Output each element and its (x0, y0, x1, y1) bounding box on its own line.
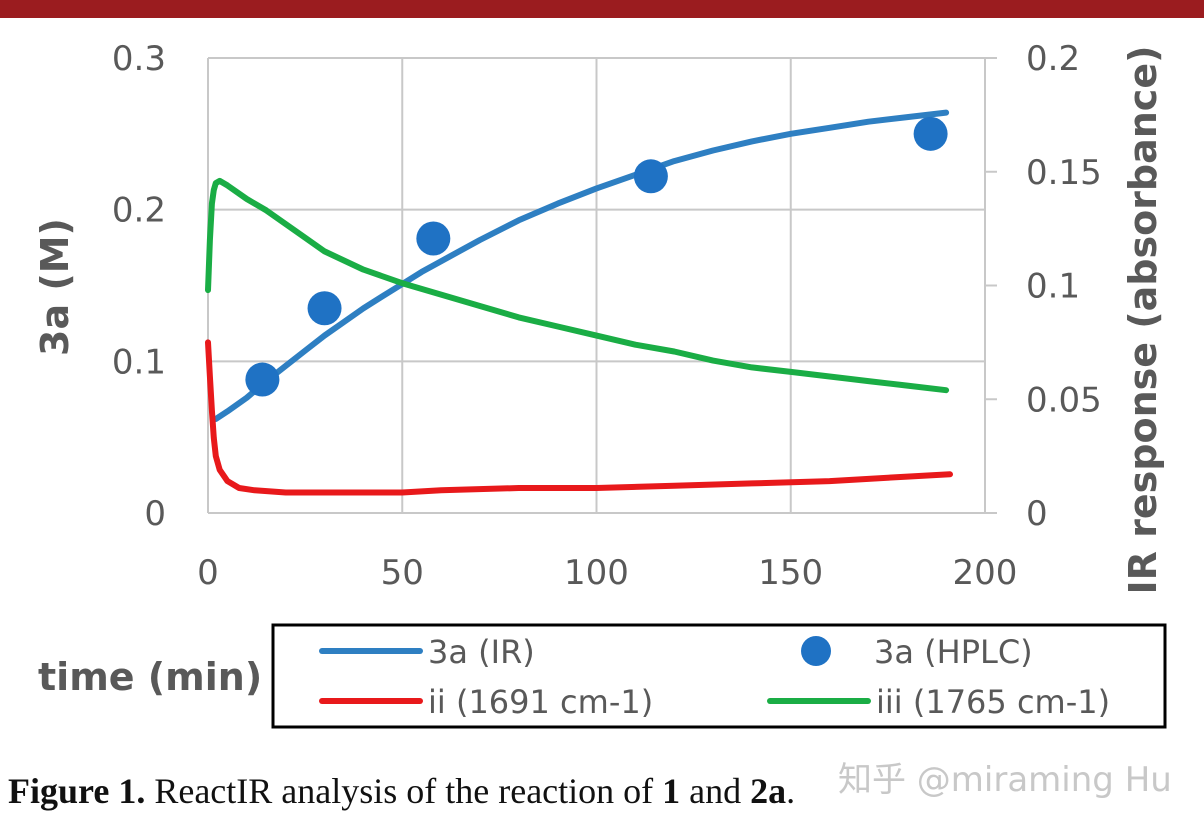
series-line-ii-1691-cm-1 (205, 339, 953, 496)
x-tick-label-0: 0 (197, 553, 219, 593)
watermark: 知乎 @miraming Hu (838, 760, 1172, 800)
x-axis-title: time (min) (38, 655, 262, 699)
series-point-3a-hplc-1 (307, 291, 342, 326)
y2-tick-label-0: 0 (1026, 494, 1048, 534)
y-tick-label-0.2: 0.2 (112, 191, 166, 231)
caption-text-3: . (786, 771, 796, 811)
x-tick-label-150: 150 (758, 553, 823, 593)
series-point-3a-hplc-2 (416, 221, 451, 256)
header-bar (0, 0, 1204, 18)
caption-compound-1: 1 (662, 771, 681, 811)
y2-axis-title: IR response (absorbance) (1121, 46, 1165, 595)
series-point-3a-hplc-3 (633, 159, 668, 194)
series-point-3a-hplc-0 (245, 362, 280, 397)
x-tick-label-200: 200 (953, 553, 1018, 593)
caption-text-1: ReactIR analysis of the reaction of (145, 771, 663, 811)
x-tick-label-50: 50 (381, 553, 424, 593)
reactir-chart: 0 0.1 0.2 0.3 0 0.05 0.1 0.15 0.2 0 50 100 150 200 3a … (33, 39, 1167, 729)
figure-caption: Figure 1. ReactIR analysis of the reacti… (8, 770, 795, 812)
legend-label-3a-ir: 3a (IR) (428, 633, 535, 671)
y2-tick-label-0.2: 0.2 (1026, 39, 1080, 79)
y2-tick-label-0.05: 0.05 (1026, 380, 1102, 420)
caption-label: Figure 1. (8, 771, 146, 811)
caption-compound-2: 2a (750, 771, 787, 811)
y-tick-label-0: 0 (144, 494, 166, 534)
series-point-3a-hplc-4 (913, 116, 948, 151)
y-axis-title: 3a (M) (33, 218, 77, 356)
caption-text-2: and (680, 771, 751, 811)
legend-label-ii-1691-cm-1: ii (1691 cm-1) (428, 683, 653, 721)
series-line-3a-ir (212, 109, 950, 422)
series-line-iii-1765-cm-1 (205, 177, 950, 394)
y-tick-label-0.3: 0.3 (112, 39, 166, 79)
legend-box (271, 623, 1167, 729)
y2-tick-label-0.15: 0.15 (1026, 153, 1102, 193)
y-tick-label-0.1: 0.1 (112, 342, 166, 382)
legend-label-iii-1765-cm-1: iii (1765 cm-1) (876, 683, 1110, 721)
y2-tick-label-0.1: 0.1 (1026, 267, 1080, 307)
legend-swatch-3a-hplc (801, 636, 831, 666)
x-tick-label-100: 100 (564, 553, 629, 593)
legend-label-3a-hplc: 3a (HPLC) (874, 633, 1033, 671)
